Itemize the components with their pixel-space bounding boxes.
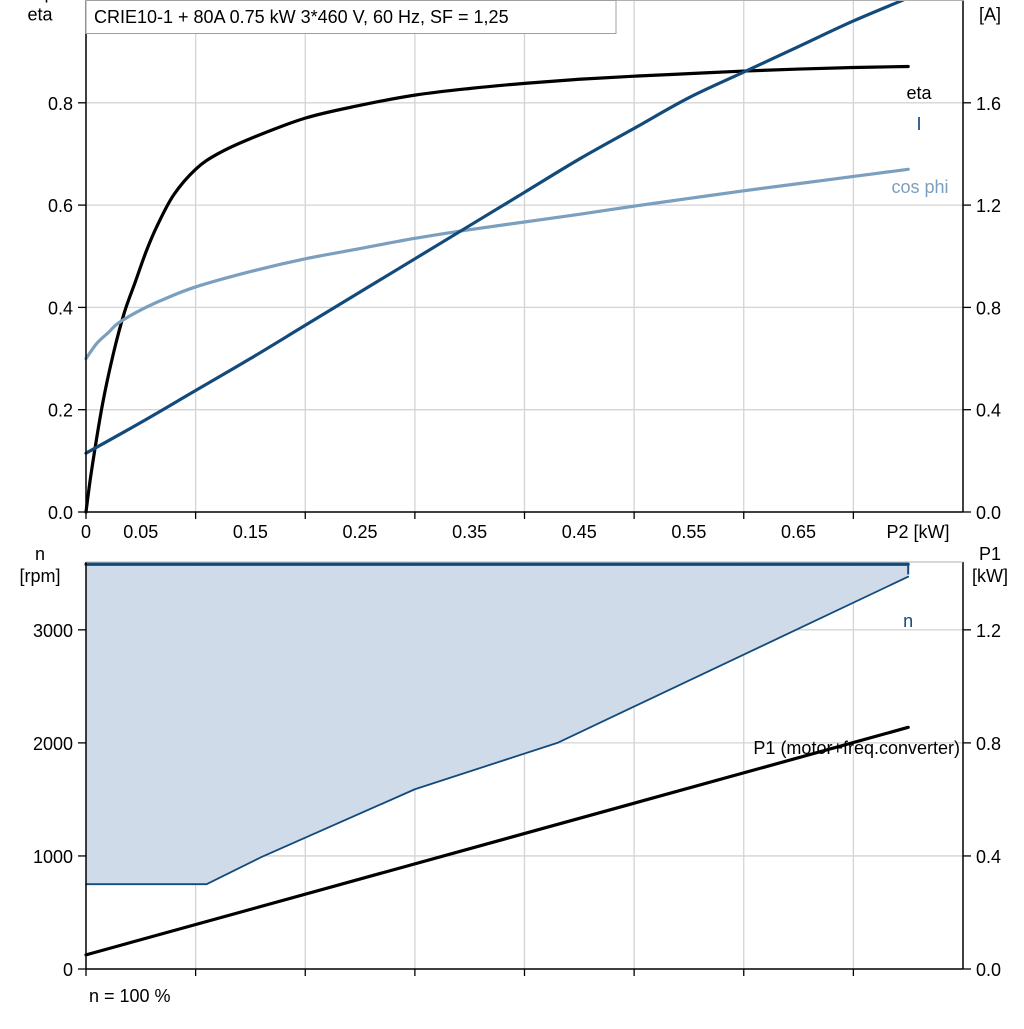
panel1-right-tick-label: 1.6 [976, 94, 1001, 114]
panel2-left-tick-label: 0 [63, 960, 73, 980]
panel1-right-tick-label: 0.4 [976, 401, 1001, 421]
current-series-label: I [916, 114, 921, 134]
panel1-left-tick-label: 0.2 [48, 401, 73, 421]
title-box [85, 0, 617, 34]
panel2-right-axis-unit: [kW] [972, 566, 1008, 586]
chart-title: CRIE10-1 + 80A 0.75 kW 3*460 V, 60 Hz, S… [94, 7, 509, 27]
panel2-right-tick-label: 0.4 [976, 847, 1001, 867]
p1-series-label: P1 (motor+freq.converter) [753, 738, 960, 758]
panel1-x-tick-label: 0.45 [562, 522, 597, 542]
panel1-x-tick-label: 0 [81, 522, 91, 542]
panel2-right-axis-label: P1 [979, 544, 1001, 564]
eta-series-label: eta [906, 83, 932, 103]
panel1-x-tick-label: 0.35 [452, 522, 487, 542]
panel1-right-axis-label: I [987, 0, 992, 3]
panel1-left-tick-label: 0.8 [48, 94, 73, 114]
panel1-left-tick-label: 0.6 [48, 196, 73, 216]
panel1-left-tick-label: 0.4 [48, 298, 73, 318]
panel1-left-tick-label: 0.0 [48, 503, 73, 523]
panel2-left-axis-label: n [35, 544, 45, 564]
panel1-series-i [84, 0, 908, 455]
panel2-left-tick-label: 2000 [33, 734, 73, 754]
panel1-x-tick-label: 0.65 [781, 522, 816, 542]
panel2-right-tick-label: 1.2 [976, 621, 1001, 641]
n-series-label: n [903, 611, 913, 631]
panel2-left-tick-label: 1000 [33, 847, 73, 867]
panel2-right-tick-label: 0.8 [976, 734, 1001, 754]
panel1-x-axis-label: P2 [kW] [886, 522, 949, 542]
panel1-x-tick-label: 0.05 [123, 522, 158, 542]
panel1-right-tick-label: 1.2 [976, 196, 1001, 216]
panel2-left-tick-label: 3000 [33, 621, 73, 641]
speed-footnote: n = 100 % [89, 986, 171, 1006]
panel2-right-tick-label: 0.0 [976, 960, 1001, 980]
panel2-series-n-range-lower-limit [85, 575, 910, 886]
panel2-series-p1-motor-freq-converter- [84, 725, 910, 957]
panel1-left-axis-unit: eta [27, 5, 53, 25]
panel1-x-tick-label: 0.15 [233, 522, 268, 542]
panel1-x-tick-label: 0.25 [343, 522, 378, 542]
panel1-right-tick-label: 0.0 [976, 503, 1001, 523]
panel1-right-tick-label: 0.8 [976, 298, 1001, 318]
cos-phi-series-label: cos phi [891, 177, 948, 197]
panel1-right-axis-unit: [A] [979, 5, 1001, 25]
panel1-series-cos-phi [84, 167, 910, 361]
panel2-left-axis-unit: [rpm] [19, 566, 60, 586]
panel1-left-axis-label: cos phi [11, 0, 68, 3]
panel1-x-tick-label: 0.55 [671, 522, 706, 542]
panel2-operating-range-area [86, 564, 909, 885]
